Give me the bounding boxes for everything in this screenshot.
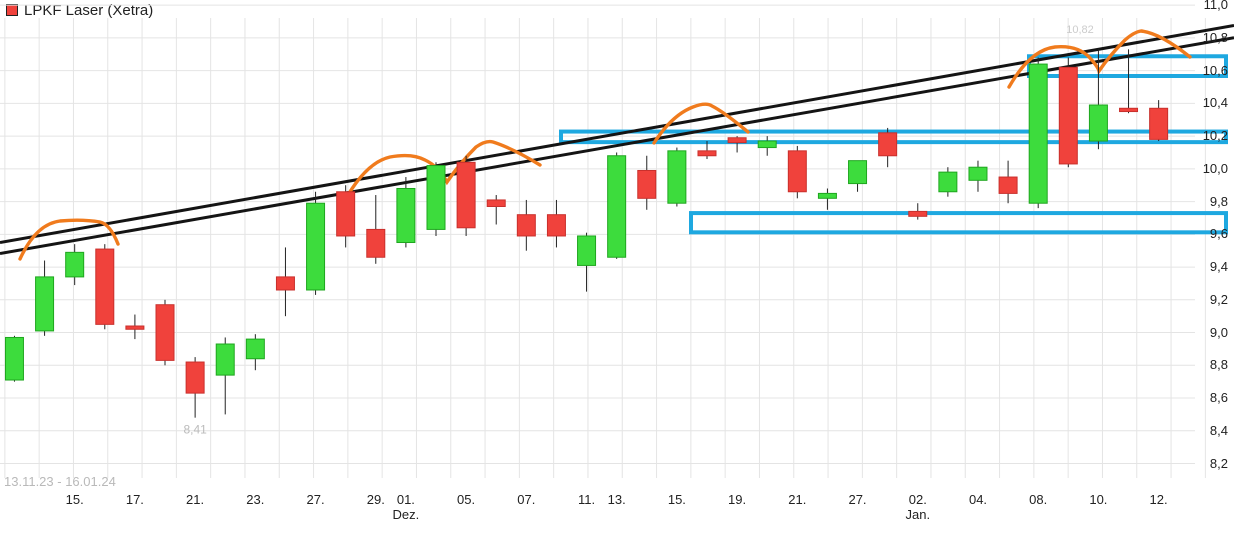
svg-text:10,82: 10,82 xyxy=(1066,24,1094,36)
svg-text:8,41: 8,41 xyxy=(183,423,207,437)
